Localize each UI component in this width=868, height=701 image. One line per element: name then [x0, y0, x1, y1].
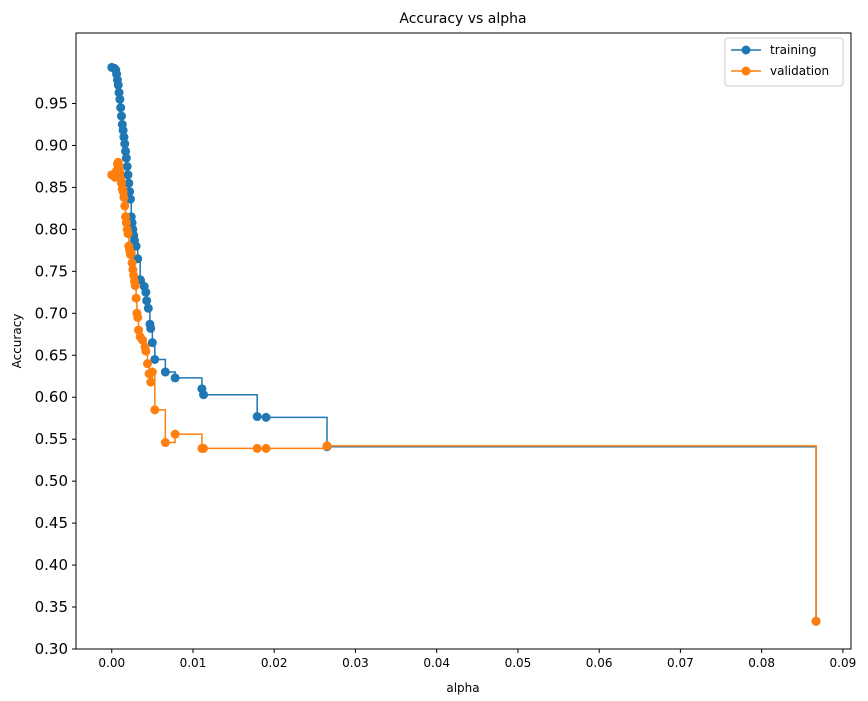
y-tick-label: 0.80	[35, 220, 68, 238]
legend-marker-training	[741, 45, 751, 55]
data-point-validation	[123, 229, 133, 239]
data-point-validation	[261, 443, 271, 453]
x-tick-label: 0.08	[748, 656, 775, 670]
data-point-training	[116, 103, 126, 113]
data-point-training	[146, 323, 156, 333]
data-point-validation	[134, 325, 144, 335]
data-point-validation	[252, 443, 262, 453]
plot-area	[76, 33, 851, 649]
data-point-training	[147, 338, 157, 348]
data-point-validation	[150, 405, 160, 415]
x-axis: 0.00 0.01 0.02 0.03 0.04 0.05 0.06 0.07 0.08 0.09	[98, 649, 856, 670]
data-point-training	[118, 125, 128, 135]
data-point-validation	[115, 167, 125, 177]
x-tick-label: 0.07	[667, 656, 694, 670]
data-point-training	[261, 412, 271, 422]
legend-label-validation: validation	[770, 64, 829, 78]
data-point-training	[121, 146, 131, 156]
x-tick-label: 0.09	[830, 656, 857, 670]
y-tick-label: 0.75	[35, 262, 68, 280]
data-point-validation	[120, 201, 130, 211]
legend: training validation	[724, 37, 844, 87]
data-point-validation	[133, 313, 143, 323]
data-point-validation	[121, 218, 131, 228]
legend-marker-validation	[741, 66, 751, 76]
y-tick-label: 0.70	[35, 304, 68, 322]
data-point-validation	[126, 248, 136, 258]
y-axis-label: Accuracy	[10, 314, 24, 369]
data-point-training	[124, 178, 134, 188]
y-tick-label: 0.60	[35, 388, 68, 406]
data-point-training	[123, 170, 133, 180]
data-point-validation	[199, 443, 209, 453]
data-point-training	[170, 373, 180, 383]
data-point-training	[120, 139, 130, 149]
data-point-validation	[170, 429, 180, 439]
data-point-validation	[146, 377, 156, 387]
data-point-validation	[141, 346, 151, 356]
x-tick-label: 0.02	[261, 656, 288, 670]
data-point-validation	[147, 367, 157, 377]
y-tick-label: 0.50	[35, 472, 68, 490]
axes-frame	[75, 32, 852, 650]
y-tick-label: 0.40	[35, 556, 68, 574]
data-point-validation	[119, 192, 129, 202]
x-tick-label: 0.01	[180, 656, 207, 670]
data-point-training	[143, 303, 153, 313]
x-tick-label: 0.05	[505, 656, 532, 670]
series-layer	[107, 62, 821, 626]
data-point-training	[122, 161, 132, 171]
data-point-validation	[142, 359, 152, 369]
data-point-validation	[127, 258, 137, 268]
data-point-validation	[322, 441, 332, 451]
data-point-training	[131, 241, 141, 251]
data-point-training	[141, 287, 151, 297]
chart-title: Accuracy vs alpha	[399, 11, 526, 27]
data-point-training	[199, 390, 209, 400]
y-tick-label: 0.65	[35, 346, 68, 364]
y-axis: 0.30 0.35 0.40 0.45 0.50 0.55 0.60 0.65 0.70 0.75…	[35, 94, 76, 658]
data-point-training	[150, 354, 160, 364]
data-point-validation	[160, 438, 170, 448]
y-tick-label: 0.30	[35, 640, 68, 658]
x-axis-label: alpha	[446, 681, 479, 695]
data-point-training	[160, 367, 170, 377]
y-tick-label: 0.35	[35, 598, 68, 616]
data-point-validation	[130, 281, 140, 291]
x-tick-label: 0.06	[586, 656, 613, 670]
y-tick-label: 0.90	[35, 136, 68, 154]
y-tick-label: 0.45	[35, 514, 68, 532]
legend-label-training: training	[770, 43, 817, 57]
data-point-training	[252, 412, 262, 422]
x-tick-label: 0.00	[98, 656, 125, 670]
data-point-validation	[131, 293, 141, 303]
data-point-training	[119, 132, 129, 142]
series-markers-validation	[107, 157, 821, 626]
x-tick-label: 0.04	[423, 656, 450, 670]
data-point-training	[114, 88, 124, 98]
data-point-validation	[811, 616, 821, 626]
data-point-training	[142, 296, 152, 306]
data-point-training	[116, 111, 126, 121]
data-point-training	[121, 153, 131, 163]
data-point-training	[113, 80, 123, 90]
y-tick-label: 0.95	[35, 94, 68, 112]
data-point-training	[115, 94, 125, 104]
x-tick-label: 0.03	[342, 656, 369, 670]
y-tick-label: 0.55	[35, 430, 68, 448]
data-point-training	[125, 187, 135, 197]
y-tick-label: 0.85	[35, 178, 68, 196]
